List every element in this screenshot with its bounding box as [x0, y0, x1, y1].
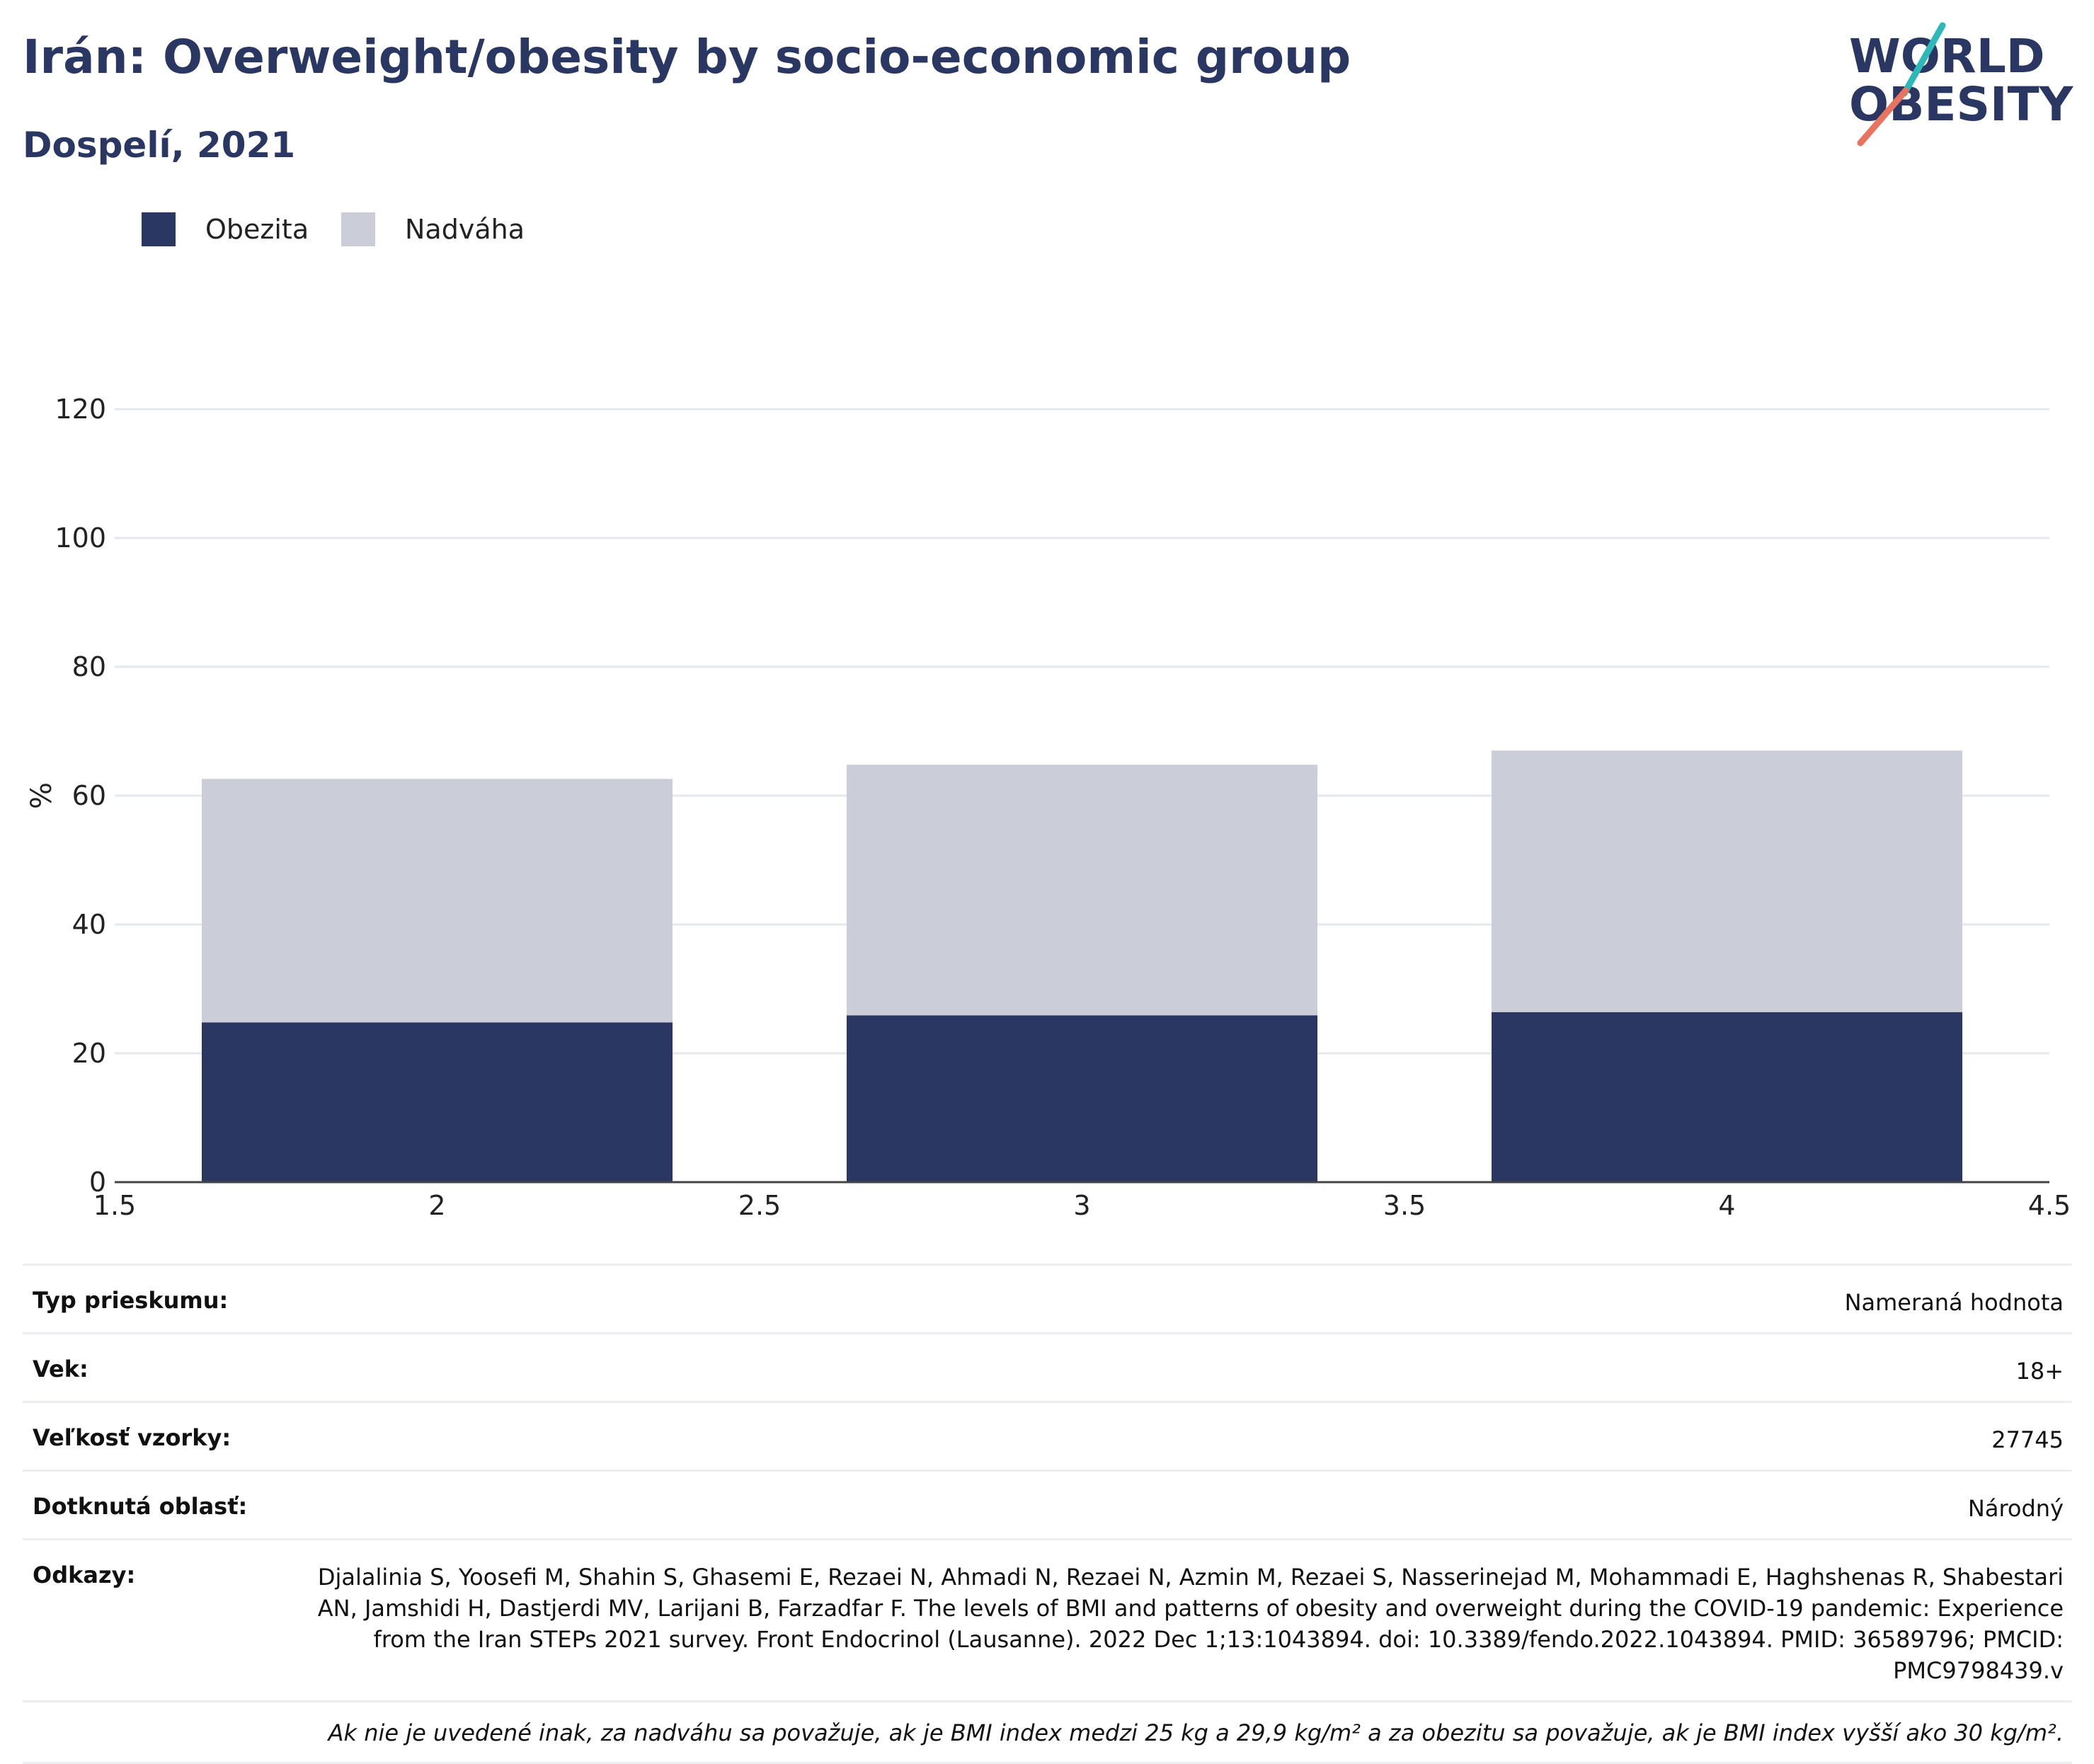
info-label: Odkazy:: [33, 1562, 136, 1588]
info-value: Nameraná hodnota: [1844, 1289, 2064, 1316]
svg-text:OBESITY: OBESITY: [1849, 77, 2074, 132]
bar-nadváha-2: [201, 779, 673, 1023]
bar-obezita-2: [201, 1022, 673, 1182]
survey-info-table: Typ prieskumu: Nameraná hodnota Vek: 18+…: [23, 1264, 2072, 1764]
y-tick-label: 0: [89, 1167, 106, 1198]
definition-note: Ak nie je uvedené inak, za nadváhu sa po…: [23, 1700, 2072, 1764]
info-label: Typ prieskumu:: [33, 1287, 229, 1314]
y-tick-label: 100: [55, 522, 106, 554]
info-label: Veľkosť vzorky:: [33, 1424, 231, 1451]
y-tick-label: 40: [72, 909, 106, 940]
y-tick-label: 80: [72, 651, 106, 682]
legend-label-nadvaha: Nadváha: [405, 214, 525, 245]
svg-text:WORLD: WORLD: [1849, 29, 2045, 84]
x-tick-label: 2: [428, 1190, 445, 1221]
info-value: 18+: [2015, 1358, 2064, 1385]
info-value: 27745: [1991, 1426, 2064, 1453]
info-value: Národný: [1967, 1495, 2064, 1522]
y-tick-label: 20: [72, 1038, 106, 1069]
chart-title: Irán: Overweight/obesity by socio-econom…: [23, 30, 1351, 84]
x-tick-label: 3: [1073, 1190, 1090, 1221]
legend-label-obezita: Obezita: [205, 214, 309, 245]
legend-swatch-nadvaha: [341, 212, 375, 246]
world-obesity-logo: WORLD OBESITY: [1849, 22, 2074, 147]
info-label: Dotknutá oblasť:: [33, 1493, 248, 1520]
x-tick-label: 4: [1718, 1190, 1735, 1221]
legend-swatch-obezita: [142, 212, 176, 246]
info-label: Vek:: [33, 1356, 88, 1382]
bar-obezita-4: [1491, 1012, 1963, 1182]
y-axis-label: %: [25, 782, 58, 809]
y-tick-label: 60: [72, 780, 106, 811]
y-tick-label: 120: [55, 394, 106, 425]
bar-chart: 0 20 40 60 80 100 120 1.5 2 2.5 3 3.5 4 4.5%: [25, 394, 2071, 1221]
x-tick-label: 2.5: [738, 1190, 781, 1221]
x-tick-label: 4.5: [2028, 1190, 2071, 1221]
info-row-area: Dotknutá oblasť: Národný: [23, 1470, 2072, 1538]
info-row-survey-type: Typ prieskumu: Nameraná hodnota: [23, 1264, 2072, 1332]
info-row-age: Vek: 18+: [23, 1332, 2072, 1401]
bar-nadváha-4: [1491, 750, 1963, 1012]
info-row-references: Odkazy: Djalalinia S, Yoosefi M, Shahin …: [23, 1538, 2072, 1700]
info-value: Djalalinia S, Yoosefi M, Shahin S, Ghase…: [317, 1564, 2064, 1684]
bar-obezita-3: [846, 1015, 1318, 1182]
x-tick-label: 3.5: [1383, 1190, 1426, 1221]
bar-nadváha-3: [846, 764, 1318, 1016]
chart-subtitle: Dospelí, 2021: [23, 125, 296, 166]
x-tick-label: 1.5: [93, 1190, 136, 1221]
info-row-sample-size: Veľkosť vzorky: 27745: [23, 1401, 2072, 1470]
